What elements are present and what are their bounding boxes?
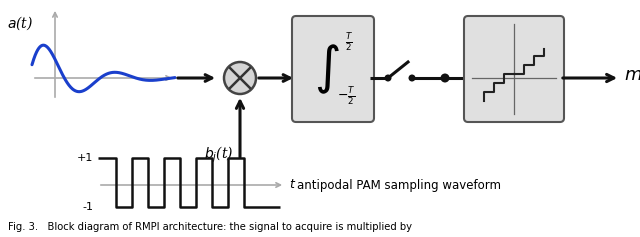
Text: $-\frac{T}{2}$: $-\frac{T}{2}$ [337,86,355,107]
Text: -1: -1 [82,202,93,212]
Text: antipodal PAM sampling waveform: antipodal PAM sampling waveform [297,178,501,191]
Circle shape [385,74,392,82]
Circle shape [408,74,415,82]
Text: $m_j$: $m_j$ [624,69,640,89]
Circle shape [224,62,256,94]
Text: Fig. 3.   Block diagram of RMPI architecture: the signal to acquire is multiplie: Fig. 3. Block diagram of RMPI architectu… [8,222,412,232]
FancyBboxPatch shape [464,16,564,122]
Text: $a$(t): $a$(t) [7,14,33,32]
Circle shape [440,73,449,82]
Text: $b_j$(t): $b_j$(t) [204,145,234,165]
Text: $\frac{T}{2}$: $\frac{T}{2}$ [346,31,353,53]
Text: $\int$: $\int$ [314,42,340,96]
FancyBboxPatch shape [292,16,374,122]
Text: $t$: $t$ [289,178,296,191]
Text: +1: +1 [77,153,93,163]
